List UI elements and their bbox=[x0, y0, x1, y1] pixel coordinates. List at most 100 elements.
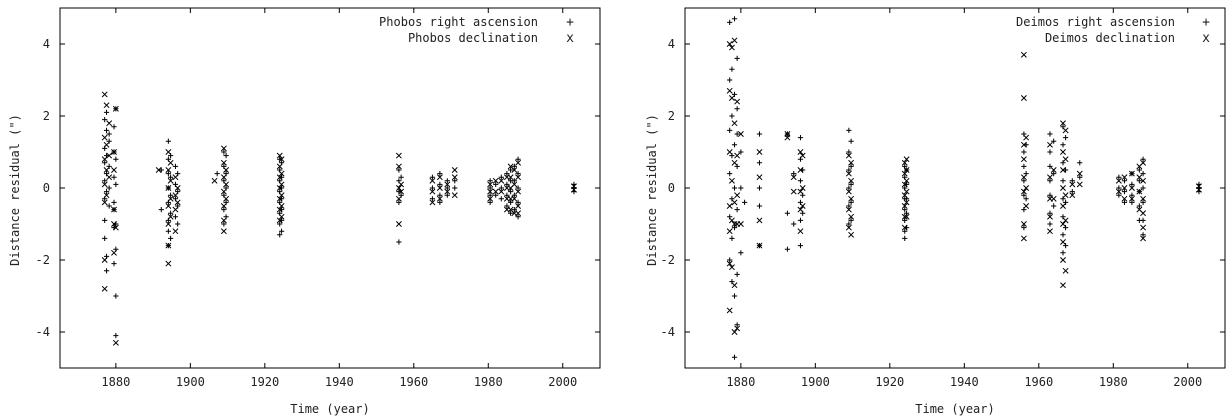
data-point-plus bbox=[1116, 174, 1122, 180]
legend-label-dec: Phobos declination bbox=[408, 31, 538, 45]
data-point-plus bbox=[902, 235, 908, 241]
data-point-cross bbox=[1069, 192, 1076, 199]
data-point-plus bbox=[1140, 232, 1146, 238]
data-point-plus bbox=[734, 163, 740, 169]
data-point-cross bbox=[220, 217, 227, 224]
data-point-plus bbox=[511, 163, 517, 169]
data-point-cross bbox=[728, 217, 735, 224]
data-point-cross bbox=[1121, 185, 1128, 191]
data-point-plus bbox=[1129, 199, 1135, 205]
data-point-cross bbox=[103, 167, 110, 173]
data-point-cross bbox=[1076, 181, 1083, 188]
x-tick-label: 1960 bbox=[399, 375, 428, 389]
data-point-cross bbox=[726, 87, 733, 94]
data-point-plus bbox=[221, 149, 227, 155]
data-point-plus bbox=[1021, 225, 1027, 231]
data-point-plus bbox=[515, 199, 521, 205]
data-point-cross bbox=[111, 206, 117, 213]
phobos-chart: 1880 1900 1920 1940 1960 1980 2000 -4 -2 0 2 4 Phob… bbox=[8, 7, 601, 416]
data-point-cross bbox=[278, 203, 285, 209]
data-point-cross bbox=[1140, 195, 1147, 202]
data-point-plus bbox=[731, 185, 738, 191]
data-point-plus bbox=[1047, 149, 1053, 155]
data-point-cross bbox=[498, 177, 505, 184]
data-point-cross bbox=[278, 192, 285, 199]
y-tick-label: 0 bbox=[668, 181, 675, 195]
phobos-marks bbox=[101, 91, 577, 346]
data-point-cross bbox=[278, 156, 285, 163]
data-point-cross bbox=[734, 325, 741, 332]
data-point-plus bbox=[1140, 171, 1146, 177]
data-point-plus bbox=[111, 124, 117, 130]
data-point-plus bbox=[1121, 199, 1128, 205]
data-point-plus bbox=[729, 113, 735, 119]
data-point-plus bbox=[848, 217, 854, 223]
data-point-plus bbox=[498, 196, 504, 202]
data-point-plus bbox=[797, 135, 804, 141]
data-point-cross bbox=[276, 217, 283, 224]
data-point-cross bbox=[1023, 185, 1030, 191]
data-point-plus bbox=[797, 178, 804, 184]
data-point-plus bbox=[511, 192, 517, 198]
data-point-plus bbox=[1047, 210, 1053, 216]
data-point-plus bbox=[106, 203, 112, 209]
data-point-cross bbox=[728, 264, 735, 271]
data-point-plus bbox=[175, 221, 181, 227]
data-point-cross bbox=[1140, 177, 1147, 184]
data-point-cross bbox=[112, 224, 119, 231]
data-point-plus bbox=[504, 192, 510, 198]
data-point-cross bbox=[436, 185, 443, 191]
y-tick-label: 2 bbox=[43, 109, 50, 123]
data-point-cross bbox=[731, 37, 738, 44]
data-point-cross bbox=[903, 188, 910, 195]
data-point-cross bbox=[756, 242, 763, 249]
data-point-plus bbox=[1069, 189, 1075, 195]
x-tick-label: 2000 bbox=[1173, 375, 1202, 389]
data-point-cross bbox=[731, 199, 738, 206]
data-point-plus bbox=[165, 138, 171, 144]
data-point-cross bbox=[901, 181, 908, 188]
data-point-cross bbox=[278, 170, 285, 177]
data-point-plus bbox=[515, 171, 521, 177]
data-point-cross bbox=[1023, 203, 1030, 209]
data-point-cross bbox=[1121, 195, 1128, 202]
data-point-plus bbox=[172, 163, 179, 169]
data-point-plus bbox=[1023, 196, 1029, 202]
data-point-cross bbox=[848, 231, 855, 238]
data-point-cross bbox=[799, 185, 806, 191]
data-point-plus bbox=[1021, 163, 1027, 169]
data-point-cross bbox=[165, 185, 172, 191]
data-point-cross bbox=[487, 188, 494, 195]
data-point-plus bbox=[113, 156, 119, 162]
deimos-marks bbox=[726, 16, 1202, 360]
data-point-plus bbox=[429, 196, 436, 202]
data-point-cross bbox=[1060, 203, 1066, 209]
data-point-cross bbox=[515, 188, 522, 195]
data-point-plus bbox=[734, 322, 740, 328]
data-point-cross bbox=[276, 206, 283, 213]
data-point-cross bbox=[165, 242, 172, 249]
data-point-plus bbox=[103, 109, 110, 115]
data-point-cross bbox=[848, 213, 855, 220]
data-point-plus bbox=[277, 232, 283, 238]
data-point-cross bbox=[398, 181, 405, 188]
data-point-plus bbox=[487, 192, 493, 198]
data-point-cross bbox=[172, 174, 179, 181]
data-point-cross bbox=[728, 95, 735, 101]
deimos-chart: 1880 1900 1920 1940 1960 1980 2000 -4 -2 0 2 4 Deim… bbox=[645, 7, 1226, 416]
data-point-plus bbox=[846, 203, 852, 209]
data-point-cross bbox=[1062, 192, 1069, 199]
data-point-cross bbox=[731, 329, 738, 335]
data-point-cross bbox=[1020, 174, 1027, 181]
data-point-cross bbox=[106, 174, 113, 181]
data-point-cross bbox=[726, 228, 733, 235]
data-point-cross bbox=[901, 170, 908, 177]
data-point-cross bbox=[845, 152, 852, 159]
data-point-cross bbox=[728, 44, 735, 51]
data-point-cross bbox=[901, 159, 908, 166]
data-point-cross bbox=[278, 181, 285, 188]
data-point-plus bbox=[278, 228, 285, 234]
data-point-plus bbox=[1116, 185, 1122, 191]
data-point-plus bbox=[734, 131, 740, 137]
data-point-plus bbox=[1060, 178, 1066, 184]
